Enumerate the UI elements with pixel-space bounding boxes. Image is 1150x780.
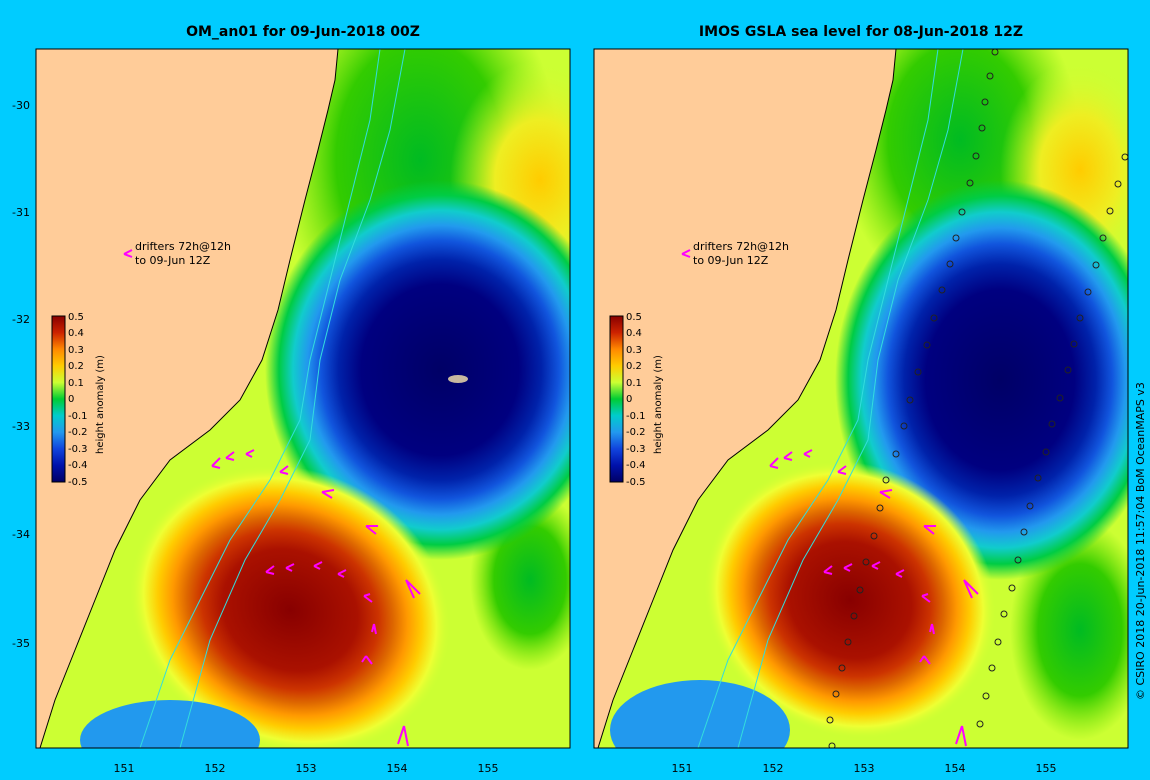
lat-tick: -33 xyxy=(12,420,30,433)
drifter-legend-line2-left: to 09-Jun 12Z xyxy=(135,254,211,267)
drifter-legend-line2-right: to 09-Jun 12Z xyxy=(693,254,769,267)
cbar-tick: 0.5 xyxy=(626,312,642,323)
cbar-tick: -0.4 xyxy=(626,460,646,471)
left-land xyxy=(36,49,339,748)
drifter-legend-line1-left: drifters 72h@12h xyxy=(135,240,231,253)
colorbar-label-left: height anomaly (m) xyxy=(95,355,106,454)
cbar-tick: 0.1 xyxy=(68,378,84,389)
cbar-tick: 0.5 xyxy=(68,312,84,323)
lat-ticks-left: -30 -31 -32 -33 -34 -35 xyxy=(12,99,30,650)
cbar-tick: -0.3 xyxy=(626,444,646,455)
right-map: drifters 72h@12h to 09-Jun 12Z 0.5 0.4 0… xyxy=(593,48,1129,775)
cbar-tick: 0.3 xyxy=(68,345,84,356)
cbar-tick: -0.3 xyxy=(68,444,88,455)
lon-tick: 153 xyxy=(296,762,317,775)
drifter-arrows-right xyxy=(769,449,979,747)
cbar-tick: -0.1 xyxy=(626,411,646,422)
cbar-tick: 0.1 xyxy=(626,378,642,389)
cbar-tick: -0.5 xyxy=(68,477,88,488)
drifter-legend-arrow-right xyxy=(681,249,691,258)
cyclonic-eddy-left xyxy=(265,180,570,560)
cbar-tick: 0 xyxy=(68,394,74,405)
lon-ticks-right: 151 152 153 154 155 xyxy=(672,762,1057,775)
cbar-tick: 0.2 xyxy=(626,361,642,372)
lat-tick: -32 xyxy=(12,313,30,326)
copyright-credit: © CSIRO 2018 20-Jun-2018 11:57:04 BoM Oc… xyxy=(1134,382,1147,700)
lon-tick: 152 xyxy=(205,762,226,775)
lon-tick: 154 xyxy=(945,762,966,775)
lon-tick: 155 xyxy=(478,762,499,775)
lon-tick: 151 xyxy=(114,762,135,775)
altimeter-track-points xyxy=(826,49,1128,748)
cbar-tick: -0.4 xyxy=(68,460,88,471)
anticyclonic-eddy-right xyxy=(703,461,997,739)
drifter-arrows-left xyxy=(211,449,421,747)
cbar-tick: 0.4 xyxy=(626,328,642,339)
colorbar-left xyxy=(51,315,66,483)
right-panel-title: IMOS GSLA sea level for 08-Jun-2018 12Z xyxy=(698,24,1024,40)
cbar-tick: -0.5 xyxy=(626,477,646,488)
left-panel-title: OM_an01 for 09-Jun-2018 00Z xyxy=(186,24,420,40)
lat-tick: -35 xyxy=(12,637,30,650)
lon-tick: 154 xyxy=(387,762,408,775)
cbar-tick: -0.2 xyxy=(626,427,646,438)
lon-tick: 153 xyxy=(854,762,875,775)
anticyclonic-eddy-left xyxy=(129,465,451,748)
lat-tick: -30 xyxy=(12,99,30,112)
lat-tick: -34 xyxy=(12,528,30,541)
lon-tick: 151 xyxy=(672,762,693,775)
drifter-legend-line1-right: drifters 72h@12h xyxy=(693,240,789,253)
drifter-legend-arrow-left xyxy=(123,249,133,258)
right-land xyxy=(594,49,897,748)
colorbar-ticks-right: 0.5 0.4 0.3 0.2 0.1 0 -0.1 -0.2 -0.3 -0.… xyxy=(626,312,646,488)
colorbar-ticks-left: 0.5 0.4 0.3 0.2 0.1 0 -0.1 -0.2 -0.3 -0.… xyxy=(68,312,88,488)
cbar-tick: 0.2 xyxy=(68,361,84,372)
cbar-tick: -0.2 xyxy=(68,427,88,438)
cbar-tick: -0.1 xyxy=(68,411,88,422)
lon-tick: 152 xyxy=(763,762,784,775)
colorbar-label-right: height anomaly (m) xyxy=(653,355,664,454)
lon-ticks-left: 151 152 153 154 155 xyxy=(114,762,499,775)
lat-tick: -31 xyxy=(12,206,30,219)
cbar-tick: 0 xyxy=(626,394,632,405)
cbar-tick: 0.3 xyxy=(626,345,642,356)
lon-tick: 155 xyxy=(1036,762,1057,775)
left-map: drifters 72h@12h to 09-Jun 12Z 0.5 0.4 0… xyxy=(12,48,571,775)
colorbar-right xyxy=(609,315,624,483)
cbar-tick: 0.4 xyxy=(68,328,84,339)
